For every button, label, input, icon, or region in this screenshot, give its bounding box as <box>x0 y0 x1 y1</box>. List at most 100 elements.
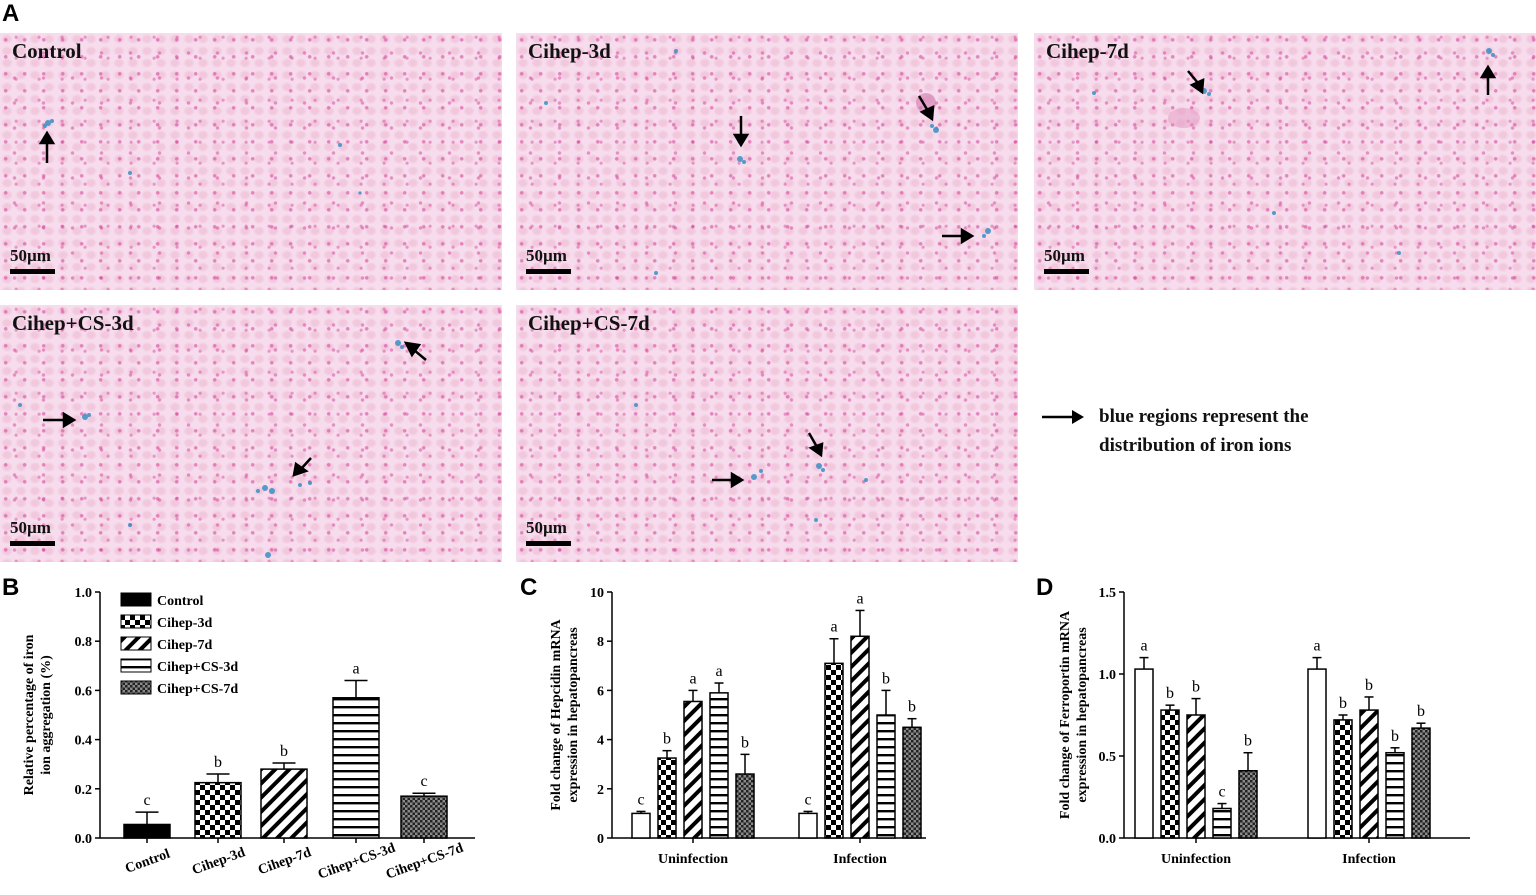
arrow-icon <box>1187 70 1205 95</box>
bar-3 <box>332 697 380 839</box>
x-tick-label: Cihep-3d <box>190 845 247 878</box>
bar-1 <box>657 757 677 839</box>
bar-4 <box>1238 770 1258 839</box>
legend-swatch <box>120 658 152 673</box>
legend-label: Cihep-7d <box>157 638 212 653</box>
scale-bar <box>10 269 55 274</box>
x-group-label: Infection <box>833 852 887 867</box>
arrow-icon <box>917 95 935 122</box>
x-tick-label: Cihep+CS-3d <box>316 841 398 883</box>
y-tick-label: 0.8 <box>75 635 93 650</box>
scale-bar <box>1044 269 1089 274</box>
y-tick-label: 0 <box>597 832 604 847</box>
arrow-icon <box>38 130 56 163</box>
bar-1 <box>1160 709 1180 839</box>
significance-letter: c <box>1218 784 1225 801</box>
iron-deposit-overlay <box>544 49 991 275</box>
micrograph-cihep-cs-7d: Cihep+CS-7d 50µm <box>516 305 1018 562</box>
y-label-line1: Relative percentage of iron <box>22 634 37 795</box>
arrow-icon <box>732 116 750 148</box>
arrow-icon <box>807 432 824 458</box>
significance-letter: a <box>1313 638 1320 655</box>
arrow-icon <box>403 341 427 361</box>
chart-b: 0.0 0.2 0.4 0.6 0.8 1.0 Relative percentage of… <box>22 586 475 883</box>
significance-letter: b <box>1244 733 1252 750</box>
y-tick-label: 1.0 <box>1099 668 1117 683</box>
y-tick-label: 1.0 <box>75 586 93 601</box>
bar-0 <box>1134 668 1154 839</box>
bar-1 <box>1333 719 1353 839</box>
legend-label: Cihep+CS-7d <box>157 682 238 697</box>
significance-letter: b <box>663 731 671 748</box>
bar-1 <box>194 781 242 839</box>
note-line-2: distribution of iron ions <box>1099 435 1292 456</box>
arrow-icon <box>292 457 312 477</box>
y-label-line2: ion aggregation (%) <box>39 655 54 775</box>
note-line-1: blue regions represent the <box>1099 406 1309 427</box>
x-tick-label: Cihep-7d <box>256 845 313 878</box>
y-tick-label: 0.4 <box>75 734 93 749</box>
significance-letter: b <box>1391 728 1399 745</box>
x-group-label: Uninfection <box>1161 852 1231 867</box>
significance-letter: a <box>352 661 359 678</box>
y-label-line1: Fold change of Hepcidin mRNA <box>549 618 564 810</box>
panel-letter-c: C <box>520 574 538 601</box>
micrograph-label: Cihep+CS-3d <box>12 311 134 335</box>
iron-deposit-overlay <box>634 403 868 522</box>
micrograph-label: Control <box>12 39 82 63</box>
bar-4 <box>1411 727 1431 839</box>
significance-letter: c <box>420 773 427 790</box>
bar-4 <box>902 726 922 839</box>
arrow-icon <box>712 471 745 489</box>
legend-swatch <box>120 592 152 607</box>
panel-letter-a: A <box>2 0 20 27</box>
y-tick-label: 1.5 <box>1099 586 1117 601</box>
significance-letter: b <box>1192 679 1200 696</box>
x-tick-label: Cihep+CS-7d <box>384 841 466 883</box>
legend-swatch <box>120 614 152 629</box>
micrograph-cihep-7d: Cihep-7d 50µm <box>1034 33 1536 290</box>
x-group-label: Uninfection <box>658 852 728 867</box>
micrograph-control: Control 50µm <box>0 33 502 290</box>
iron-deposit-overlay <box>38 119 362 195</box>
scale-bar <box>10 541 55 546</box>
scale-label: 50µm <box>1044 246 1085 265</box>
significance-letter: a <box>1140 638 1147 655</box>
legend-label: Cihep-3d <box>157 616 212 631</box>
micrograph-label: Cihep+CS-7d <box>528 311 650 335</box>
significance-letter: a <box>856 590 863 607</box>
bar-3 <box>876 714 896 839</box>
micrograph-cihep-3d: Cihep-3d 50µm <box>516 33 1018 290</box>
significance-letter: b <box>1339 695 1347 712</box>
micrograph-cihep-cs-3d: Cihep+CS-3d 50µm <box>0 305 502 562</box>
y-label-line2: expression in hepatopancreas <box>1075 627 1090 803</box>
x-tick-label: Control <box>123 847 172 877</box>
bar-2 <box>850 635 870 839</box>
bar-0 <box>631 812 651 839</box>
micrograph-label: Cihep-7d <box>1046 39 1129 63</box>
significance-letter: a <box>715 663 722 680</box>
significance-letter: b <box>214 754 222 771</box>
scale-label: 50µm <box>10 246 51 265</box>
scale-bar <box>526 269 571 274</box>
significance-letter: b <box>882 670 890 687</box>
arrow-icon <box>1479 64 1497 95</box>
y-tick-label: 0.2 <box>75 783 93 798</box>
legend-label: Cihep+CS-3d <box>157 660 238 675</box>
bar-2 <box>683 700 703 839</box>
bar-3 <box>709 692 729 839</box>
significance-letter: b <box>908 699 916 716</box>
arrow-icon <box>942 227 975 245</box>
bar-2 <box>1359 709 1379 839</box>
x-group-label: Infection <box>1342 852 1396 867</box>
micrograph-label: Cihep-3d <box>528 39 611 63</box>
y-tick-label: 4 <box>597 734 604 749</box>
y-tick-label: 6 <box>597 684 604 699</box>
legend-swatch <box>120 680 152 695</box>
y-axis-label: Fold change of Hepcidin mRNA expression i… <box>549 618 581 810</box>
iron-deposit-overlay <box>18 340 427 558</box>
significance-letter: c <box>143 792 150 809</box>
significance-letter: b <box>1417 703 1425 720</box>
y-axis-label: Fold change of Ferroportin mRNA expressio… <box>1058 610 1090 819</box>
y-label-line1: Fold change of Ferroportin mRNA <box>1058 610 1073 819</box>
